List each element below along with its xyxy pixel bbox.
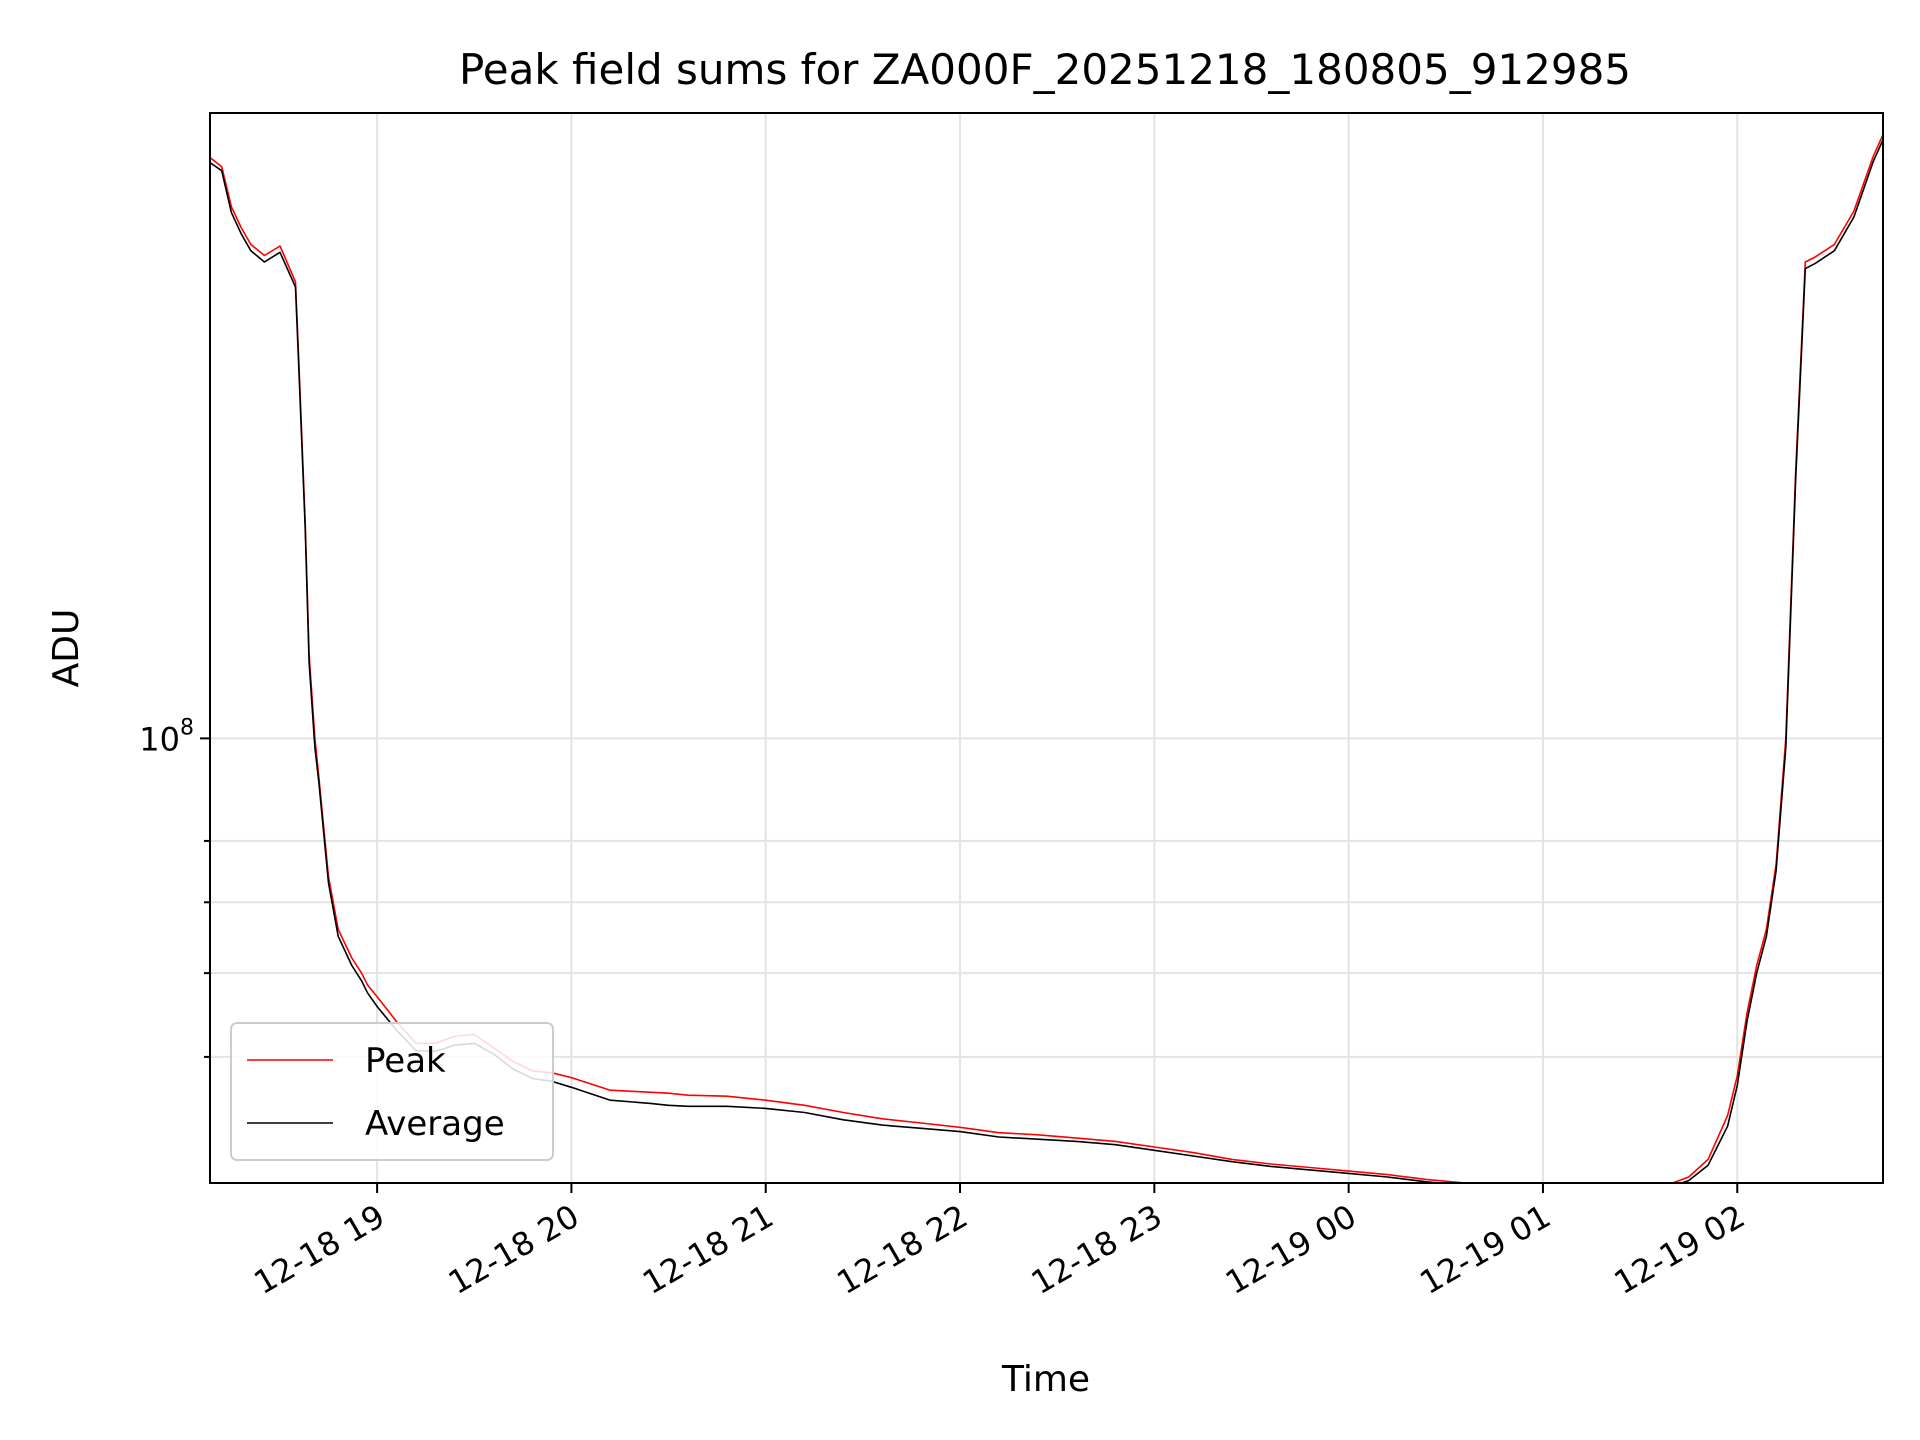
series-lines [210,134,1883,1183]
legend-label-peak: Peak [365,1041,446,1081]
legend: Peak Average [230,1022,554,1161]
legend-box [230,1022,554,1161]
x-axis-label: Time [1001,1359,1090,1400]
legend-label-average: Average [365,1104,505,1144]
series-line-average [210,139,1883,1183]
plot-frame [209,112,1884,1184]
y-tick-label: 108 [139,715,194,758]
grid-lines [210,113,1883,1183]
y-axis-label: ADU [46,609,87,688]
chart-title: Peak field sums for ZA000F_20251218_1808… [459,45,1631,94]
y-tick-base: 10 [139,720,180,758]
y-axis-ticks: 108 [139,715,210,1058]
y-tick-exponent: 8 [180,715,194,740]
